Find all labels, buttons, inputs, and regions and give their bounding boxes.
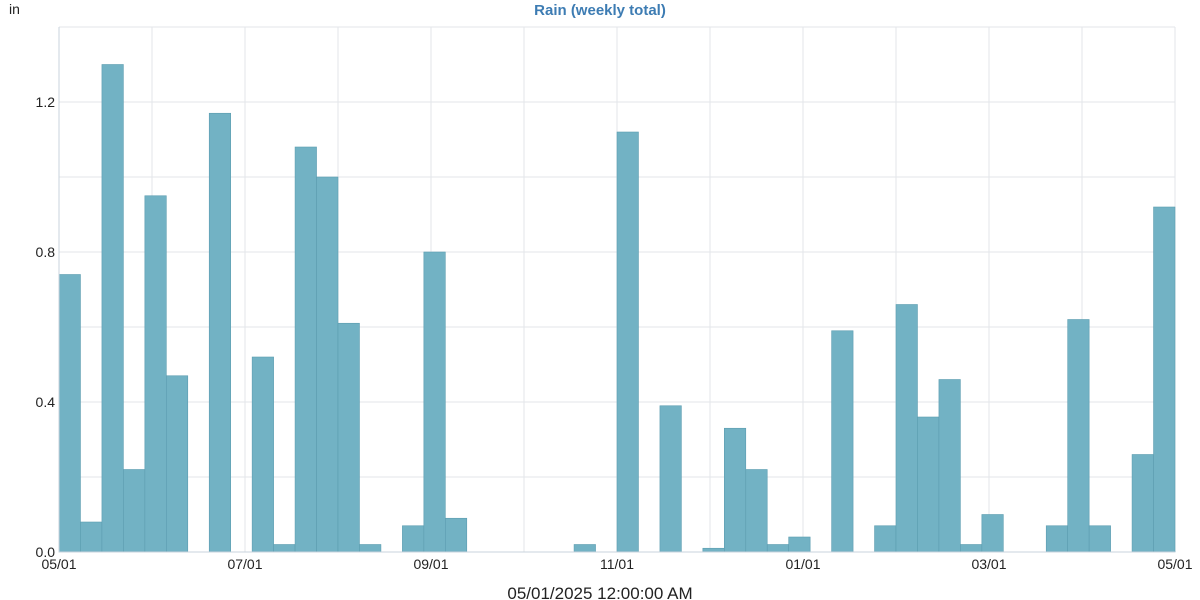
bar — [766, 544, 789, 553]
bar — [208, 112, 231, 553]
bar — [101, 64, 124, 553]
y-tick-label: 0.0 — [36, 544, 56, 560]
bar — [316, 176, 339, 553]
x-tick-label: 11/01 — [600, 556, 634, 572]
bar — [659, 405, 682, 553]
bar — [788, 536, 811, 553]
bar — [123, 469, 146, 553]
bar — [1045, 525, 1068, 553]
x-tick-label: 03/01 — [971, 556, 1006, 572]
bar — [874, 525, 897, 553]
bar — [445, 517, 468, 553]
bar — [251, 356, 274, 553]
bar — [1153, 206, 1176, 553]
x-tick-label: 01/01 — [785, 556, 820, 572]
bar — [895, 304, 918, 553]
y-tick-labels: 0.0 0.4 0.8 1.2 — [36, 94, 56, 560]
x-tick-labels: 05/01 07/01 09/01 11/01 01/01 03/01 05/01 — [41, 556, 1192, 572]
bar — [1067, 319, 1090, 553]
bar — [337, 322, 360, 553]
bar — [702, 547, 725, 553]
bar — [80, 521, 103, 553]
bar — [745, 469, 768, 553]
bar — [1131, 454, 1154, 553]
bar — [144, 195, 167, 553]
bar — [423, 251, 446, 553]
y-tick-label: 0.4 — [36, 394, 56, 410]
bar — [58, 274, 81, 553]
bars — [58, 64, 1176, 553]
bar — [938, 379, 961, 553]
y-tick-label: 1.2 — [36, 94, 56, 110]
bar — [960, 544, 983, 553]
x-tick-label: 09/01 — [413, 556, 448, 572]
bar — [273, 544, 296, 553]
bar — [402, 525, 425, 553]
bar — [359, 544, 382, 553]
bar — [1088, 525, 1111, 553]
x-tick-label: 05/01 — [41, 556, 76, 572]
x-tick-label: 05/01 — [1157, 556, 1192, 572]
bar — [294, 146, 317, 553]
axes — [58, 27, 1175, 553]
y-unit-label: in — [9, 1, 20, 17]
bar — [831, 330, 854, 553]
bar — [573, 544, 596, 553]
bar — [724, 427, 747, 553]
bar — [917, 416, 940, 553]
y-tick-label: 0.8 — [36, 244, 56, 260]
x-tick-label: 07/01 — [227, 556, 262, 572]
bar — [616, 131, 639, 553]
footer-timestamp: 05/01/2025 12:00:00 AM — [507, 584, 692, 600]
bar — [981, 514, 1004, 553]
chart-title: Rain (weekly total) — [534, 2, 666, 19]
bar — [166, 375, 189, 553]
